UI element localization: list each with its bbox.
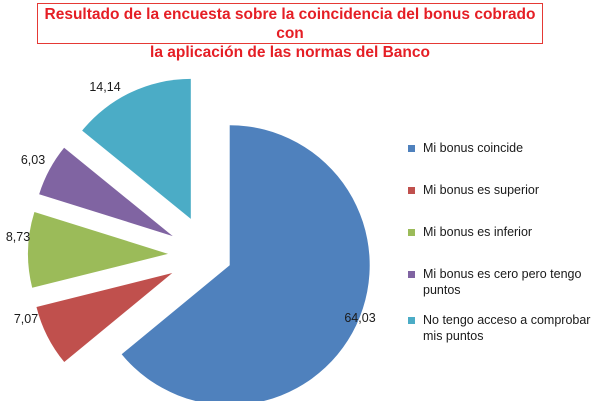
chart-title-line-1: Resultado de la encuesta sobre la coinci…	[44, 6, 536, 42]
pie-slice-3	[28, 211, 169, 288]
legend-label-5: No tengo acceso a comprobar mis puntos	[423, 313, 591, 343]
legend-label-1: Mi bonus coincide	[423, 141, 524, 155]
legend-swatch-4	[408, 271, 415, 278]
data-label-5: 14,14	[89, 80, 120, 94]
legend-label-4: Mi bonus es cero pero tengo puntos	[423, 267, 582, 297]
legend-swatch-2	[408, 187, 415, 194]
data-label-2: 7,07	[14, 312, 38, 326]
chart-title: Resultado de la encuesta sobre la coinci…	[37, 3, 543, 61]
chart-title-line-2: la aplicación de las normas del Banco	[150, 44, 430, 61]
pie-slice-5	[82, 78, 191, 219]
pie-slice-4	[39, 147, 173, 237]
pie-slice-2	[36, 273, 173, 363]
data-label-4: 6,03	[21, 153, 45, 167]
data-label-3: 8,73	[6, 230, 30, 244]
data-label-1: 64,03	[344, 311, 375, 325]
legend-swatch-3	[408, 229, 415, 236]
pie-slice-1	[121, 125, 370, 401]
legend-swatch-1	[408, 145, 415, 152]
legend-label-3: Mi bonus es inferior	[423, 225, 533, 239]
legend-label-2: Mi bonus es superior	[423, 183, 540, 197]
legend-swatch-5	[408, 317, 415, 324]
